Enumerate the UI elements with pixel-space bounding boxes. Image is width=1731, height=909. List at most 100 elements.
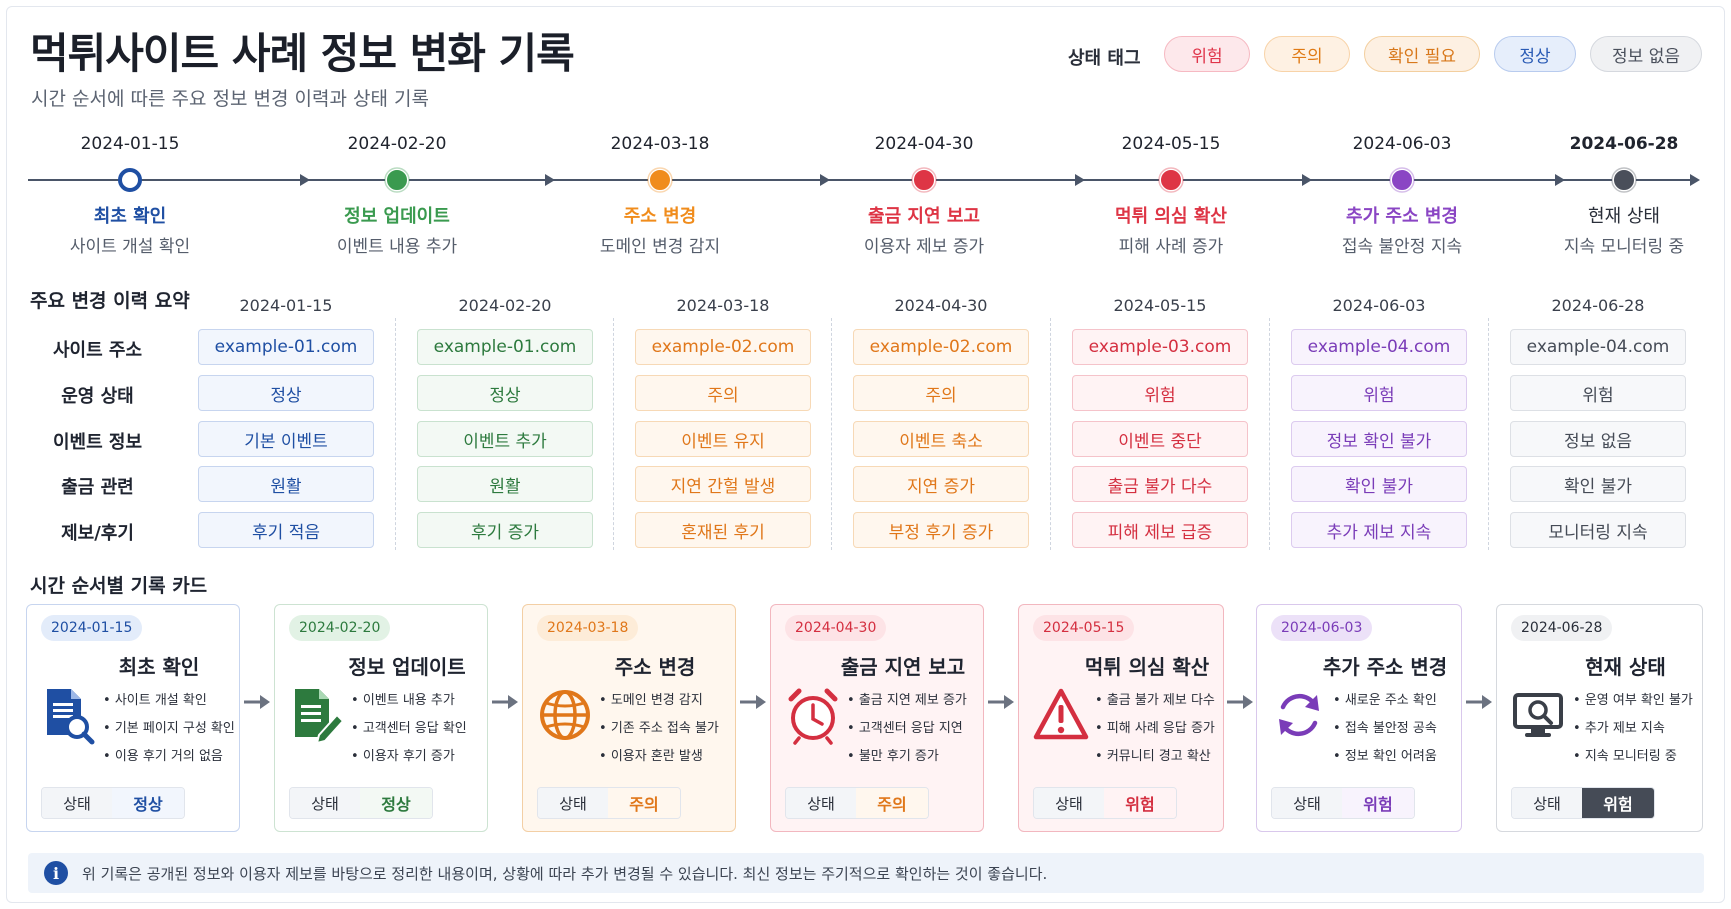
card-bullets: 도메인 변경 감지기존 주소 접속 불가이용자 혼란 발생	[599, 693, 719, 777]
timeline-event: 정보 업데이트	[344, 206, 450, 227]
timeline-arrow	[300, 174, 310, 186]
card-arrow-icon	[1464, 690, 1494, 714]
row-label: 운영 상태	[61, 386, 134, 407]
status-tag: 위험	[1164, 36, 1250, 72]
summary-cell: example-03.com	[1072, 329, 1248, 365]
summary-cell: 정보 확인 불가	[1291, 421, 1467, 457]
summary-date: 2024-06-03	[1332, 296, 1426, 315]
timeline-desc: 이용자 제보 증가	[863, 237, 985, 257]
timeline-node	[385, 168, 409, 192]
timeline-node	[1612, 168, 1636, 192]
timeline-event: 현재 상태	[1588, 206, 1660, 227]
summary-date: 2024-03-18	[676, 296, 770, 315]
summary-cell: 부정 후기 증가	[853, 512, 1029, 548]
timeline-event: 출금 지연 보고	[868, 206, 980, 227]
status-badge: 상태 정상	[289, 787, 433, 819]
summary-cell: 정보 없음	[1510, 421, 1686, 457]
document-search-icon	[41, 685, 97, 745]
card-bullets: 출금 지연 제보 증가고객센터 응답 지연불만 후기 증가	[847, 693, 967, 777]
page-title: 먹튀사이트 사례 정보 변화 기록	[30, 29, 575, 78]
footer-text: 위 기록은 공개된 정보와 이용자 제보를 바탕으로 정리한 내용이며, 상황에…	[82, 865, 1048, 883]
info-icon: i	[44, 861, 68, 885]
summary-cell: example-04.com	[1291, 329, 1467, 365]
summary-cell: 이벤트 중단	[1072, 421, 1248, 457]
card-bullet: 이용 후기 거의 없음	[103, 749, 235, 777]
card-bullet: 기존 주소 접속 불가	[599, 721, 719, 749]
timeline-desc: 지속 모니터링 중	[1563, 237, 1685, 257]
summary-cell: 모니터링 지속	[1510, 512, 1686, 548]
summary-cell: 주의	[635, 375, 811, 411]
column-divider	[1488, 318, 1489, 550]
summary-cell: 위험	[1072, 375, 1248, 411]
record-card: 2024-06-03 추가 주소 변경새로운 주소 확인접속 불안정 공속정보 확…	[1256, 604, 1462, 832]
card-bullet: 고객센터 응답 지연	[847, 721, 967, 749]
row-label: 제보/후기	[61, 523, 134, 544]
summary-date: 2024-06-28	[1551, 296, 1645, 315]
document-edit-icon	[289, 685, 345, 745]
status-tag-legend: 위험 주의 확인 필요 정상 정보 없음	[1164, 36, 1702, 72]
summary-cell: 후기 증가	[417, 512, 593, 548]
globe-icon	[537, 685, 593, 745]
timeline-node	[648, 168, 672, 192]
status-badge: 상태 위험	[1511, 787, 1655, 819]
status-badge: 상태 위험	[1033, 787, 1177, 819]
summary-cell: 주의	[853, 375, 1029, 411]
summary-cell: 이벤트 유지	[635, 421, 811, 457]
summary-cell: 정상	[417, 375, 593, 411]
alarm-clock-icon	[785, 685, 841, 745]
card-date-badge: 2024-05-15	[1033, 615, 1135, 641]
warning-icon	[1033, 685, 1089, 745]
column-divider	[1050, 318, 1051, 550]
card-title: 추가 주소 변경	[1322, 655, 1448, 679]
monitor-search-icon	[1513, 693, 1563, 737]
status-key: 상태	[1272, 788, 1342, 818]
timeline-arrow	[820, 174, 830, 186]
status-value: 위험	[1104, 788, 1176, 818]
status-tag-label: 상태 태그	[1068, 48, 1141, 69]
status-key: 상태	[290, 788, 360, 818]
card-bullet: 이용자 혼란 발생	[599, 749, 719, 777]
timeline-node	[912, 168, 936, 192]
card-date-badge: 2024-01-15	[41, 615, 143, 641]
column-divider	[613, 318, 614, 550]
card-date-badge: 2024-03-18	[537, 615, 639, 641]
status-badge: 상태 주의	[785, 787, 929, 819]
summary-cell: example-02.com	[853, 329, 1029, 365]
warning-icon	[1033, 688, 1089, 740]
timeline-node	[1390, 168, 1414, 192]
card-bullet: 커뮤니티 경고 확산	[1095, 749, 1215, 777]
card-bullets: 새로운 주소 확인접속 불안정 공속정보 확인 어려움	[1333, 693, 1437, 777]
status-badge: 상태 주의	[537, 787, 681, 819]
document-edit-icon	[295, 689, 345, 745]
refresh-icon	[1271, 685, 1327, 745]
refresh-icon	[1279, 693, 1319, 737]
card-bullets: 이벤트 내용 추가고객센터 응답 확인이용자 후기 증가	[351, 693, 467, 777]
timeline-desc: 접속 불안정 지속	[1341, 237, 1463, 257]
card-title: 현재 상태	[1585, 655, 1666, 679]
timeline-desc: 이벤트 내용 추가	[336, 237, 458, 257]
page-subtitle: 시간 순서에 따른 주요 정보 변경 이력과 상태 기록	[31, 88, 429, 110]
summary-date: 2024-05-15	[1113, 296, 1207, 315]
card-bullets: 사이트 개설 확인기본 페이지 구성 확인이용 후기 거의 없음	[103, 693, 235, 777]
summary-cell: 후기 적음	[198, 512, 374, 548]
status-value: 주의	[608, 788, 680, 818]
timeline-arrow	[1302, 174, 1312, 186]
summary-cell: example-02.com	[635, 329, 811, 365]
status-value: 주의	[856, 788, 928, 818]
summary-cell: 이벤트 추가	[417, 421, 593, 457]
timeline-event: 주소 변경	[623, 206, 697, 227]
column-divider	[395, 318, 396, 550]
timeline-date: 2024-01-15	[80, 134, 180, 154]
card-bullet: 도메인 변경 감지	[599, 693, 719, 721]
summary-cell: 피해 제보 급증	[1072, 512, 1248, 548]
summary-cell: 위험	[1291, 375, 1467, 411]
status-badge: 상태 정상	[41, 787, 185, 819]
status-key: 상태	[42, 788, 112, 818]
card-bullet: 불만 후기 증가	[847, 749, 967, 777]
timeline-track	[28, 167, 1700, 193]
monitor-search-icon	[1511, 685, 1567, 745]
